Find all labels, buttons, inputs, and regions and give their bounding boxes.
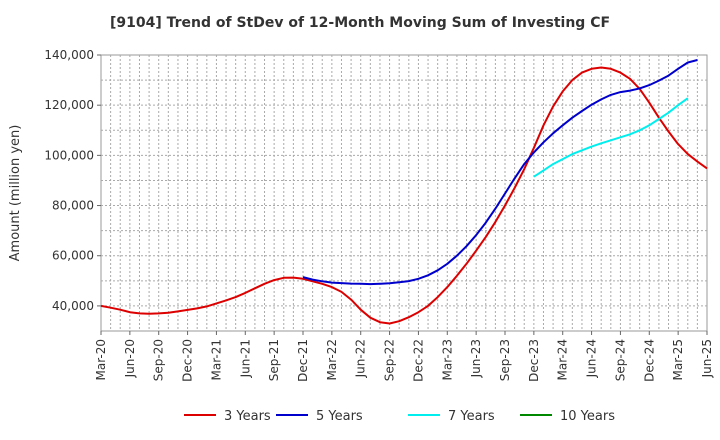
- x-tick-label: Mar-21: [209, 339, 223, 380]
- legend-label: 3 Years: [224, 409, 271, 424]
- x-tick-label: Mar-25: [671, 339, 685, 380]
- plot-area: [100, 54, 708, 332]
- x-tick-label: Mar-24: [556, 339, 570, 380]
- x-tick-label: Jun-24: [585, 339, 599, 378]
- grid-lines: [101, 55, 707, 331]
- legend-label: 5 Years: [316, 409, 363, 424]
- y-tick-label: 60,000: [52, 249, 94, 263]
- y-tick-label: 120,000: [44, 98, 94, 112]
- x-tick-label: Dec-21: [296, 339, 310, 382]
- x-tick-label: Dec-22: [411, 339, 425, 382]
- x-tick-label: Sep-21: [267, 339, 281, 381]
- x-tick-label: Jun-22: [354, 339, 368, 378]
- x-tick-label: Sep-24: [613, 339, 627, 381]
- y-tick-label: 80,000: [52, 199, 94, 213]
- x-axis: Mar-20 Jun-20 Sep-20 Dec-20 Mar-21 Jun-21 Sep-…: [94, 331, 714, 382]
- x-tick-label: Mar-22: [325, 339, 339, 380]
- y-tick-label: 40,000: [52, 299, 94, 313]
- series-line-7-years: [533, 97, 689, 178]
- x-tick-label: Jun-25: [700, 339, 714, 378]
- x-tick-label: Sep-22: [383, 339, 397, 381]
- x-tick-label: Jun-20: [123, 339, 137, 378]
- x-tick-label: Sep-20: [152, 339, 166, 381]
- y-tick-label: 100,000: [44, 148, 94, 162]
- legend-label: 10 Years: [560, 409, 615, 424]
- legend: 3 Years 5 Years 7 Years 10 Years: [184, 409, 615, 424]
- x-tick-label: Dec-23: [527, 339, 541, 382]
- x-tick-label: Dec-20: [181, 339, 195, 382]
- series-line-5-years: [302, 59, 698, 286]
- y-axis: 40,000 60,000 80,000 100,000 120,000 140,000: [44, 48, 101, 313]
- x-tick-label: Dec-24: [642, 339, 656, 382]
- x-tick-label: Jun-23: [469, 339, 483, 378]
- y-axis-label: Amount (million yen): [8, 125, 23, 262]
- chart-title: [9104] Trend of StDev of 12-Month Moving…: [110, 15, 610, 31]
- x-tick-label: Mar-23: [440, 339, 454, 380]
- legend-label: 7 Years: [448, 409, 495, 424]
- y-tick-label: 140,000: [44, 48, 94, 62]
- x-tick-label: Jun-21: [238, 339, 252, 378]
- x-tick-label: Sep-23: [498, 339, 512, 381]
- x-tick-label: Mar-20: [94, 339, 108, 380]
- series-line-3-years: [100, 66, 708, 325]
- series-lines: [100, 59, 708, 325]
